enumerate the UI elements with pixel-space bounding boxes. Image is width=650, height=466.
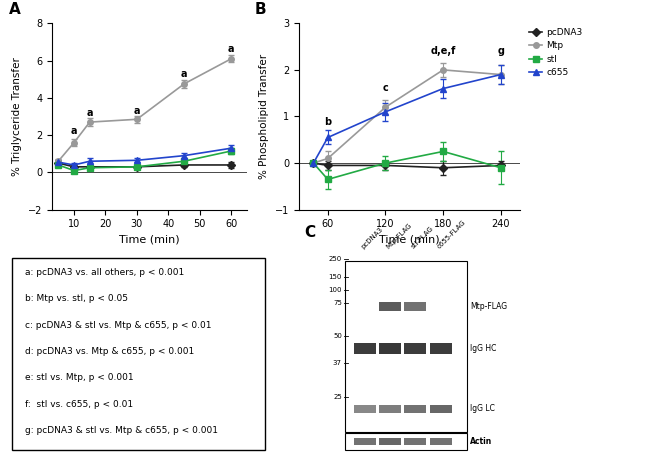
X-axis label: Time (min): Time (min) [119, 235, 180, 245]
Bar [354, 439, 376, 445]
Bar [379, 405, 401, 413]
Text: f:  stl vs. c655, p < 0.01: f: stl vs. c655, p < 0.01 [25, 400, 133, 409]
Text: b: Mtp vs. stl, p < 0.05: b: Mtp vs. stl, p < 0.05 [25, 294, 128, 303]
Text: a: a [134, 106, 140, 116]
Bar [345, 432, 467, 450]
Text: g: g [497, 46, 504, 55]
Text: a: a [71, 126, 77, 136]
Text: Mtp-FLAG: Mtp-FLAG [385, 222, 413, 250]
Text: B: B [255, 2, 266, 17]
FancyBboxPatch shape [12, 258, 265, 450]
Text: Actin: Actin [471, 437, 493, 446]
Text: Mtp-FLAG: Mtp-FLAG [471, 302, 508, 311]
Text: 100: 100 [328, 287, 342, 293]
Text: IgG LC: IgG LC [471, 404, 495, 413]
Text: c655-FLAG: c655-FLAG [436, 219, 467, 250]
X-axis label: Time (min): Time (min) [379, 235, 440, 245]
Text: 37: 37 [333, 360, 342, 366]
Text: C: C [305, 225, 316, 240]
Bar [404, 405, 426, 413]
Bar [430, 343, 452, 354]
Text: d: pcDNA3 vs. Mtp & c655, p < 0.001: d: pcDNA3 vs. Mtp & c655, p < 0.001 [25, 347, 194, 356]
Text: e: stl vs. Mtp, p < 0.001: e: stl vs. Mtp, p < 0.001 [25, 373, 134, 383]
Text: c: c [383, 83, 388, 93]
Bar [354, 405, 376, 413]
Bar [404, 439, 426, 445]
Bar [430, 439, 452, 445]
Text: d,e,f: d,e,f [430, 46, 456, 55]
Text: stI-FLAG: stI-FLAG [410, 226, 435, 250]
Legend: pcDNA3, Mtp, stl, c655: pcDNA3, Mtp, stl, c655 [529, 28, 582, 77]
Text: 150: 150 [328, 274, 342, 280]
Bar [404, 302, 426, 310]
Text: g: pcDNA3 & stl vs. Mtp & c655, p < 0.001: g: pcDNA3 & stl vs. Mtp & c655, p < 0.00… [25, 426, 218, 435]
Bar [430, 405, 452, 413]
Text: 250: 250 [329, 256, 342, 262]
Text: c: pcDNA3 & stl vs. Mtp & c655, p < 0.01: c: pcDNA3 & stl vs. Mtp & c655, p < 0.01 [25, 321, 212, 329]
Text: 50: 50 [333, 333, 342, 339]
Text: a: a [228, 44, 235, 54]
Bar [354, 343, 376, 354]
Text: pcDNA3: pcDNA3 [359, 226, 384, 250]
Text: A: A [9, 2, 21, 17]
Text: 75: 75 [333, 301, 342, 306]
Y-axis label: % Phospholipid Transfer: % Phospholipid Transfer [259, 54, 270, 179]
Text: a: a [181, 69, 187, 79]
Bar [379, 439, 401, 445]
Text: b: b [324, 117, 332, 127]
Text: a: pcDNA3 vs. all others, p < 0.001: a: pcDNA3 vs. all others, p < 0.001 [25, 267, 185, 277]
Bar [404, 343, 426, 354]
Text: a: a [86, 108, 93, 117]
Text: IgG HC: IgG HC [471, 344, 497, 353]
Bar [379, 343, 401, 354]
Bar [379, 302, 401, 310]
Text: 25: 25 [333, 394, 342, 400]
Bar [345, 261, 467, 432]
Y-axis label: % Triglyceride Transfer: % Triglyceride Transfer [12, 57, 22, 176]
